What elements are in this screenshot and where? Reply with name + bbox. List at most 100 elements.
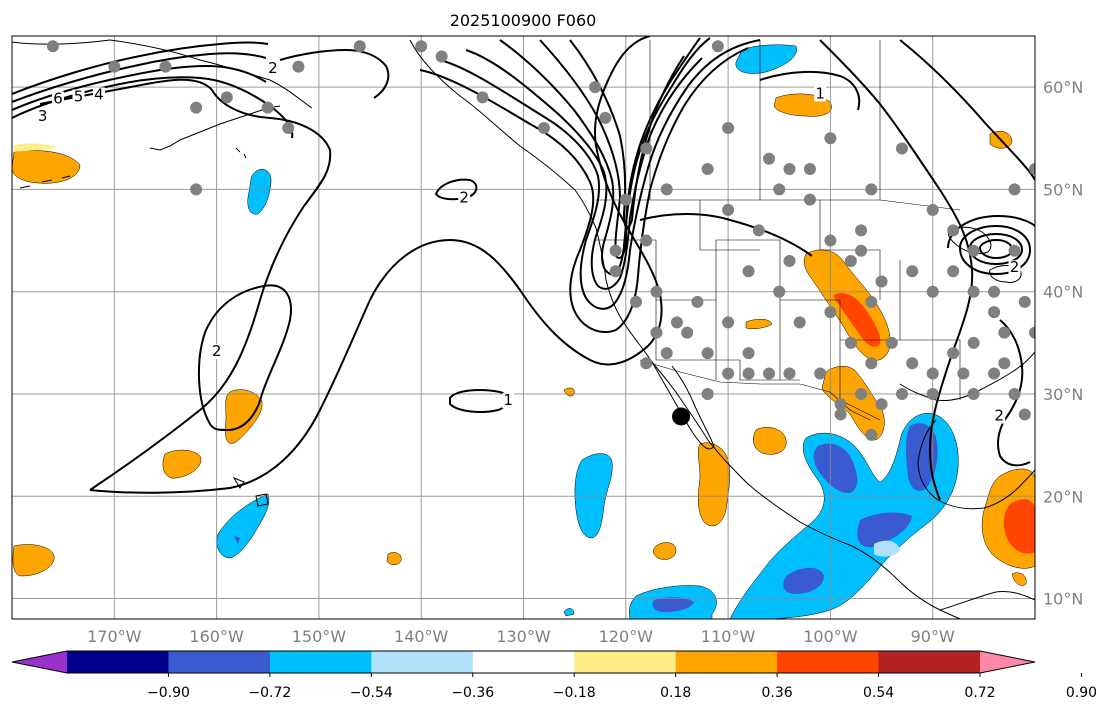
longitude-label: 150°W [292,627,347,646]
station-dot [722,122,735,135]
colorbar-segment [371,651,474,673]
station-dot [998,357,1011,370]
station-dot [630,295,643,308]
colorbar-tick-label: −0.36 [451,685,494,701]
longitude-label: 170°W [87,627,142,646]
longitude-label: 140°W [394,627,449,646]
station-dot [865,428,878,441]
longitude-label: 110°W [701,627,756,646]
contour-label: 2 [1010,258,1020,276]
contour-label: 2 [268,59,278,77]
station-dot [926,203,939,216]
longitude-label: 160°W [189,627,244,646]
contour-label-halo [814,86,827,102]
station-dot [957,367,970,380]
station-dot [763,367,776,380]
latitude-label: 30°N [1043,385,1083,404]
station-dot [844,255,857,268]
colorbar-tick-label: −0.18 [553,685,596,701]
station-dot [947,265,960,278]
station-dot [783,255,796,268]
contour-label: 1 [503,391,513,409]
station-dot [926,285,939,298]
station-dot [834,408,847,421]
station-dot [824,132,837,145]
station-dot [650,285,663,298]
station-dot [947,224,960,237]
contour-label: 3 [38,107,48,125]
contour-label-halo [36,108,49,124]
station-dot [803,193,816,206]
station-dot [947,347,960,360]
station-dot [640,234,653,247]
anomaly-shading [12,44,1035,619]
station-dot [742,347,755,360]
station-dot [1008,183,1021,196]
longitude-label: 100°W [803,627,858,646]
station-dot [220,91,233,104]
latitude-label: 20°N [1043,487,1083,506]
contour-label-halo [210,344,223,360]
station-dot [865,357,878,370]
station-dot [865,295,878,308]
colorbar-segment [472,651,575,673]
station-dot [906,265,919,278]
station-dot [803,162,816,175]
station-dot [773,285,786,298]
station-dot [650,326,663,339]
station-markers [46,40,1035,441]
station-dot [190,183,203,196]
station-dot [691,295,704,308]
station-dot [190,101,203,114]
station-dot [1008,244,1021,257]
station-dot [701,347,714,360]
station-dot [476,91,489,104]
station-dot [906,357,919,370]
colorbar-segment [777,651,880,673]
station-dot [824,306,837,319]
station-dot [875,398,888,411]
contour-label: 1 [815,84,825,102]
station-dot [814,367,827,380]
station-dot [1018,408,1031,421]
contour-label-halo [92,87,105,103]
contour-label-halo [72,89,85,105]
station-dot [763,152,776,165]
station-dot [988,285,1001,298]
contour-label-halo [52,91,65,107]
station-dot [855,387,868,400]
station-dot [609,265,622,278]
colorbar-extend-high [980,651,1035,673]
colorbar [11,650,1036,674]
station-dot [108,60,121,73]
station-dot [701,162,714,175]
contour-label: 4 [94,85,104,103]
station-dot [773,183,786,196]
station-dot [415,40,428,53]
contour-label: 5 [74,87,84,105]
latitude-labels: 10°N 20°N 30°N 40°N 50°N 60°N [1043,78,1083,608]
colorbar-segment [168,651,271,673]
station-dot [722,367,735,380]
latitude-label: 60°N [1043,78,1083,97]
latitude-label: 10°N [1043,590,1083,609]
colorbar-tick-label: 0.36 [762,685,793,701]
colorbar-tick-label: −0.90 [147,685,190,701]
station-dot [896,387,909,400]
contour-label-halo [502,393,515,409]
station-dot [793,316,806,329]
contour-label: 2 [459,189,469,207]
station-dot [537,122,550,135]
contour-label: 2 [994,407,1004,425]
contour-label-halo [1008,260,1021,276]
station-dot [619,193,632,206]
station-dot [701,387,714,400]
station-dot [875,275,888,288]
figure-title: 2025100900 F060 [450,11,597,30]
colorbar-tick-label: 0.18 [660,685,691,701]
latitude-label: 50°N [1043,180,1083,199]
station-dot [885,336,898,349]
station-dot [435,50,448,63]
station-dot [998,326,1011,339]
